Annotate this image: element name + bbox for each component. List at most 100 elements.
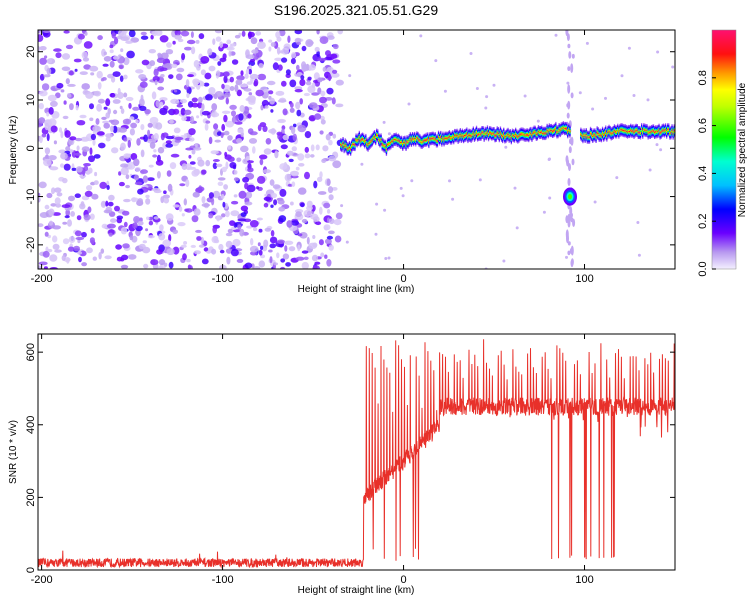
noise-cell <box>193 147 202 151</box>
noise-cell <box>312 265 321 269</box>
ridge-cell <box>598 134 600 136</box>
noise-cell <box>255 31 262 36</box>
noise-cell <box>147 235 155 239</box>
noise-cell <box>214 139 221 143</box>
noise-cell <box>304 131 312 139</box>
noise-cell <box>137 220 144 226</box>
noise-cell <box>258 249 263 256</box>
ridge-cell <box>484 132 486 134</box>
ridge-cell <box>389 143 391 145</box>
ridge-cell <box>583 134 585 136</box>
noise-cell <box>186 39 196 45</box>
ridge-cell <box>460 135 462 137</box>
noise-cell <box>244 182 249 190</box>
noise-cell <box>269 243 277 249</box>
noise-cell <box>241 30 246 37</box>
noise-cell <box>218 243 224 251</box>
noise-cell <box>73 245 80 252</box>
ridge-cell <box>418 139 420 141</box>
noise-cell <box>38 117 46 124</box>
noise-cell <box>100 248 105 254</box>
ridge-cell <box>399 141 402 144</box>
noise-cell <box>289 102 294 108</box>
noise-cell <box>314 261 321 265</box>
ridge-cell <box>544 133 546 135</box>
ridge-cell <box>406 141 408 143</box>
noise-cell <box>205 159 211 167</box>
noise-cell <box>127 139 131 148</box>
ridge-cell <box>659 132 661 134</box>
noise-cell <box>298 163 305 167</box>
noise-cell <box>89 65 99 72</box>
ridge-cell <box>436 140 439 142</box>
noise-cell <box>239 105 245 112</box>
ridge-cell <box>428 141 430 143</box>
noise-cell <box>82 57 90 62</box>
noise-cell <box>101 223 108 229</box>
noise-cell <box>239 228 245 237</box>
noise-cell <box>157 146 165 154</box>
noise-cell <box>185 179 190 188</box>
noise-cell <box>160 52 169 60</box>
ridge-cell <box>448 136 451 138</box>
ridge-cell <box>527 134 529 136</box>
noise-cell <box>203 247 209 252</box>
noise-cell <box>61 204 71 209</box>
noise-cell <box>176 67 185 73</box>
noise-cell <box>103 56 112 62</box>
noise-cell <box>536 119 540 123</box>
noise-cell <box>142 240 147 244</box>
noise-cell <box>103 122 110 129</box>
ridge-cell <box>371 139 373 141</box>
ridge-cell <box>540 131 542 134</box>
ridge-cell <box>474 133 477 135</box>
noise-cell <box>96 70 103 79</box>
snr-series-line <box>38 339 675 569</box>
noise-cell <box>38 181 47 189</box>
noise-cell <box>78 256 82 263</box>
noise-cell <box>225 120 234 128</box>
noise-cell <box>233 194 238 198</box>
ridge-cell <box>426 139 428 141</box>
noise-cell <box>317 191 327 195</box>
ridge-cell <box>611 132 613 134</box>
ridge-cell <box>376 134 378 136</box>
noise-cell <box>304 171 310 180</box>
noise-cell <box>290 58 296 65</box>
noise-cell <box>221 83 225 90</box>
ridge-cell <box>621 129 623 131</box>
noise-cell <box>39 73 45 81</box>
ridge-cell <box>546 129 548 131</box>
ridge-cell <box>469 134 471 136</box>
noise-cell <box>253 227 258 232</box>
ridge-cell <box>472 132 474 134</box>
x-tick-label: -100 <box>212 574 234 586</box>
noise-cell <box>170 98 180 104</box>
noise-cell <box>151 91 157 100</box>
ridge-cell <box>423 139 426 141</box>
ridge-cell <box>482 131 484 134</box>
noise-cell <box>279 50 284 54</box>
noise-cell <box>236 75 245 81</box>
ridge-cell <box>629 131 631 133</box>
noise-cell <box>257 41 266 49</box>
ridge-cell <box>667 129 669 131</box>
noise-cell <box>172 40 176 45</box>
noise-cell <box>307 40 314 46</box>
noise-cell <box>323 202 331 209</box>
noise-cell <box>140 169 148 174</box>
noise-cell <box>299 78 306 87</box>
ridge-cell <box>410 139 413 141</box>
noise-cell <box>280 144 288 150</box>
noise-cell <box>321 158 327 163</box>
colorbar-tick-label: 0.2 <box>697 214 709 229</box>
noise-cell <box>76 145 80 151</box>
noise-cell <box>269 179 275 186</box>
ridge-cell <box>404 141 406 143</box>
noise-cell <box>53 140 58 145</box>
noise-cell <box>136 138 141 146</box>
noise-cell <box>192 78 200 85</box>
noise-cell <box>214 30 223 34</box>
noise-cell <box>210 112 220 118</box>
ridge-cell <box>601 132 604 134</box>
